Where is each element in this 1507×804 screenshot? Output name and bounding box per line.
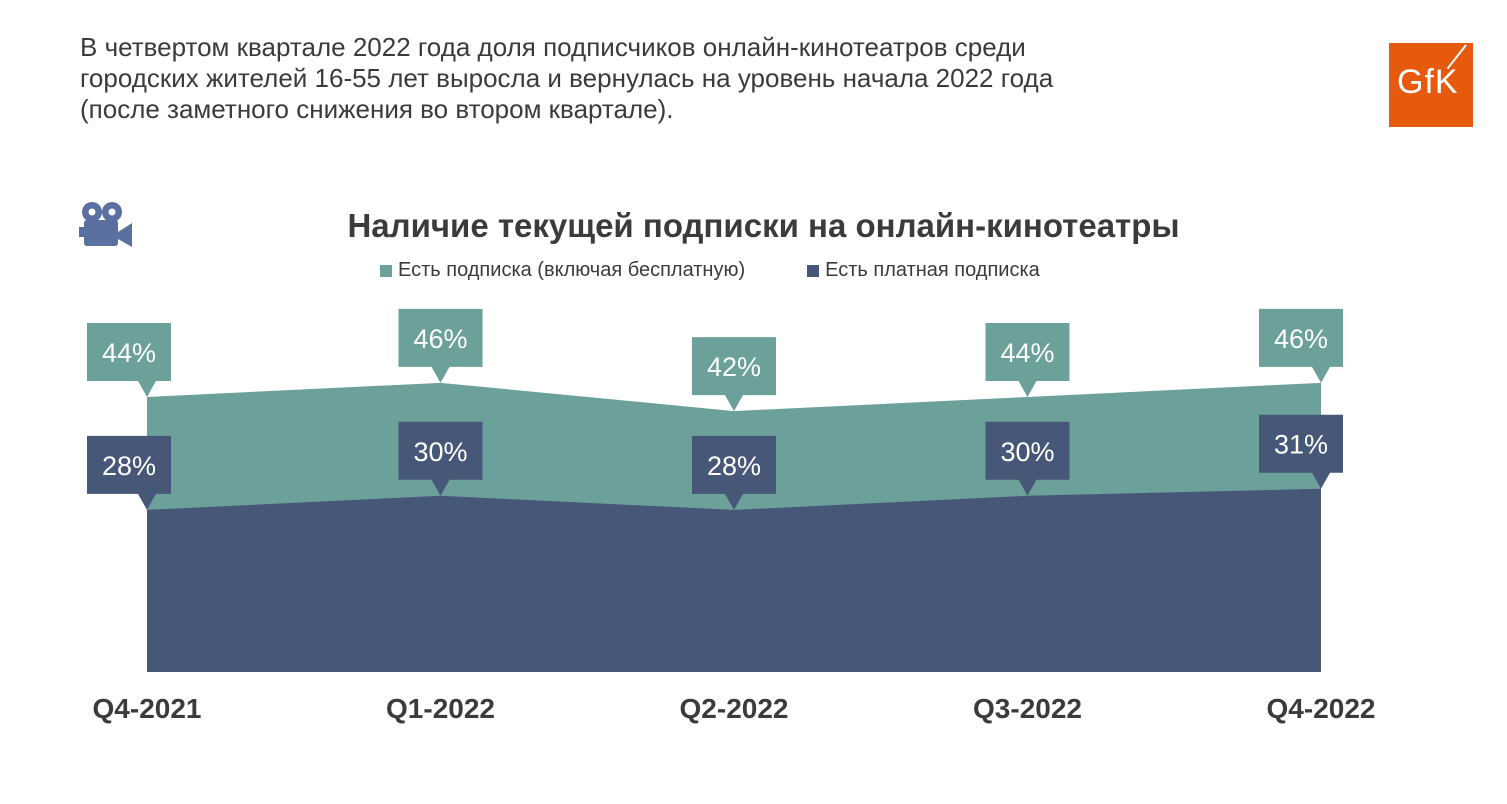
chart-title: Наличие текущей подписки на онлайн-кинот… [347, 207, 1180, 244]
data-label-text: 44% [102, 338, 156, 368]
headline-line-3: (после заметного снижения во втором квар… [80, 94, 674, 124]
callout-box [1259, 308, 1343, 383]
logo-text: GfK [1397, 63, 1459, 101]
data-label-s1-0: 28% [87, 435, 171, 510]
data-label-s0-0: 44% [87, 322, 171, 397]
data-label-s0-1: 46% [398, 308, 483, 383]
x-tick-label-0: Q4-2021 [93, 693, 202, 724]
headline-line-1: В четвертом квартале 2022 года доля подп… [80, 32, 1026, 62]
legend-swatch-paid [807, 264, 820, 277]
callout-box [985, 421, 1070, 496]
callout-box [398, 308, 483, 383]
x-tick-label-1: Q1-2022 [386, 693, 495, 724]
legend-swatch-any [380, 264, 392, 277]
data-label-s1-1: 30% [398, 421, 483, 496]
x-tick-label-3: Q3-2022 [973, 693, 1082, 724]
callout-box [398, 421, 483, 496]
data-label-s0-4: 46% [1259, 308, 1343, 383]
callout-box [87, 322, 171, 397]
chart-legend: Есть подписка (включая бесплатную) Есть … [380, 259, 1040, 282]
data-label-text: 31% [1274, 430, 1328, 460]
area-series-1 [147, 488, 1321, 672]
data-label-text: 44% [1000, 338, 1054, 368]
data-label-text: 30% [413, 437, 467, 467]
data-label-text: 28% [102, 451, 156, 481]
headline: В четвертом квартале 2022 года доля подп… [80, 32, 1280, 125]
data-label-s1-4: 31% [1259, 414, 1343, 489]
data-label-text: 46% [413, 324, 467, 354]
legend-label-any: Есть подписка (включая бесплатную) [398, 259, 746, 281]
callout-box [87, 435, 171, 510]
legend-label-paid: Есть платная подписка [825, 259, 1040, 281]
x-tick-label-4: Q4-2022 [1267, 693, 1376, 724]
movie-camera-icon [79, 202, 132, 247]
callout-box [985, 322, 1070, 397]
headline-line-2: городских жителей 16-55 лет выросла и ве… [80, 63, 1054, 93]
data-label-text: 46% [1274, 324, 1328, 354]
data-label-text: 42% [707, 352, 761, 382]
legend-item-any-subscription: Есть подписка (включая бесплатную) [380, 259, 745, 282]
data-label-text: 30% [1000, 437, 1054, 467]
callout-box [692, 337, 776, 412]
data-label-s0-2: 42% [692, 337, 776, 412]
data-label-s0-3: 44% [985, 322, 1070, 397]
data-label-text: 28% [707, 451, 761, 481]
gfk-logo: GfK [1389, 43, 1473, 127]
callout-box [1259, 414, 1343, 489]
legend-item-paid-subscription: Есть платная подписка [807, 259, 1040, 282]
x-tick-label-2: Q2-2022 [680, 693, 789, 724]
data-label-s1-3: 30% [985, 421, 1070, 496]
data-label-s1-2: 28% [692, 435, 776, 510]
callout-box [692, 435, 776, 510]
